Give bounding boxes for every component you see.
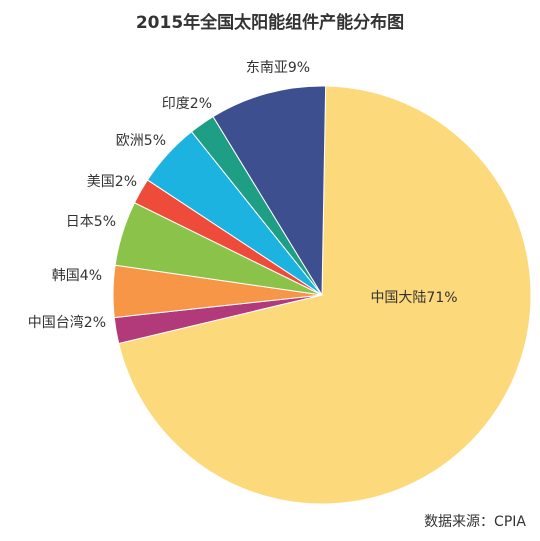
slice-label-7: 东南亚9% xyxy=(246,60,310,76)
slice-label-6: 印度2% xyxy=(162,96,212,112)
pie-slice-0 xyxy=(118,85,532,505)
source-note: 数据来源：CPIA xyxy=(424,514,526,530)
pie-labels: 中国大陆71% 中国台湾2% 韩国4% 日本5% 美国2% 欧洲5% 印度2% 东南亚9% xyxy=(28,60,458,331)
pie-slices xyxy=(112,85,532,505)
slice-label-4: 美国2% xyxy=(87,174,137,190)
slice-label-2: 韩国4% xyxy=(52,268,102,284)
chart-title: 2015年全国太阳能组件产能分布图 xyxy=(135,13,405,33)
slice-label-0: 中国大陆71% xyxy=(370,290,457,306)
pie-slice-7 xyxy=(212,85,327,297)
slice-label-1: 中国台湾2% xyxy=(28,314,106,331)
slice-label-5: 欧洲5% xyxy=(116,133,166,149)
slice-label-3: 日本5% xyxy=(66,214,116,230)
